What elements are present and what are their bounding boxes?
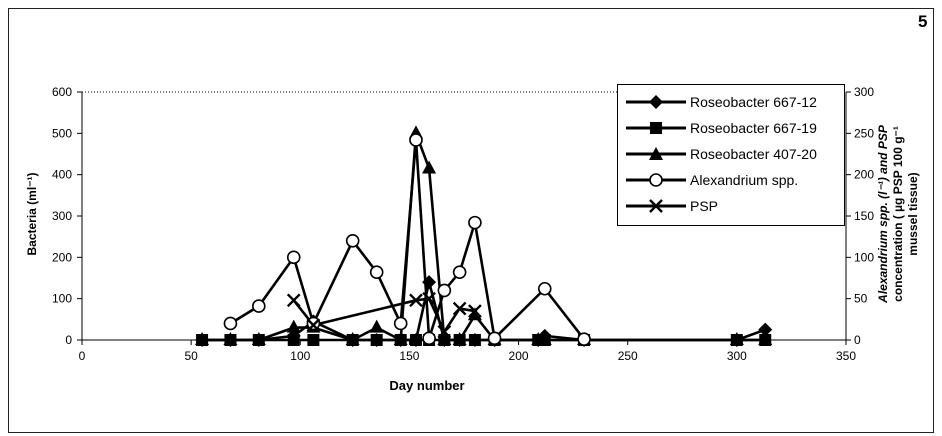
y-right-tick-label: 250: [854, 126, 874, 140]
x-tick-label: 300: [727, 349, 747, 363]
data-point-roseobacter-407-20: [195, 332, 210, 345]
legend-label: PSP: [690, 198, 719, 214]
x-tick-label: 250: [618, 349, 638, 363]
y-left-tick-label: 200: [52, 250, 72, 264]
data-point-alexandrium-spp: [422, 331, 436, 346]
data-point-roseobacter-407-20: [729, 332, 744, 345]
y-left-tick-label: 500: [52, 126, 72, 140]
data-point-roseobacter-667-19: [409, 334, 422, 346]
data-point-roseobacter-407-20: [758, 332, 773, 345]
x-tick-label: 50: [184, 349, 198, 363]
y-right-tick-label: 50: [854, 292, 868, 306]
data-point-roseobacter-407-20: [467, 307, 482, 321]
data-point-alexandrium-spp: [223, 316, 238, 331]
data-point-roseobacter-407-20: [223, 332, 238, 345]
y-right-tick-label: 100: [854, 250, 874, 264]
data-point-alexandrium-spp: [345, 234, 360, 248]
data-point-psp: [437, 324, 452, 339]
triangle-marker-icon: [626, 147, 686, 160]
legend: Roseobacter 667-12 Roseobacter 667-19 Ro…: [617, 84, 845, 226]
data-point-psp: [306, 318, 321, 332]
data-point-roseobacter-407-20: [369, 319, 384, 333]
legend-label: Alexandrium spp.: [690, 172, 799, 188]
data-point-psp: [452, 301, 467, 316]
y-axis-right-label: Alexandrium spp. (l⁻¹) and PSP concentra…: [876, 124, 920, 304]
data-point-roseobacter-667-19: [468, 334, 481, 346]
data-point-psp: [422, 291, 436, 306]
data-point-roseobacter-667-19: [287, 334, 300, 346]
y-axis-right-label-line-2: concentration ( µg PSP 100 g⁻¹: [891, 126, 905, 302]
legend-item-psp: PSP: [618, 195, 846, 217]
data-point-alexandrium-spp: [286, 250, 301, 265]
x-tick-label: 200: [509, 349, 529, 363]
legend-item-roseobacter-667-19: Roseobacter 667-19: [618, 117, 846, 139]
figure-number: 5: [918, 12, 928, 31]
series-line-alexandrium-spp: [229, 138, 586, 340]
data-point-alexandrium-spp: [409, 133, 423, 147]
data-point-roseobacter-667-12: [758, 322, 773, 337]
circle-marker-icon: [626, 173, 686, 187]
data-point-alexandrium-spp: [577, 332, 591, 346]
data-point-roseobacter-407-20: [286, 319, 301, 333]
x-axis-label: Day number: [389, 378, 464, 393]
x-marker-icon: [626, 199, 686, 213]
square-marker-icon: [626, 122, 686, 134]
y-left-tick-label: 0: [65, 333, 72, 347]
y-left-tick-label: 300: [52, 209, 72, 223]
data-point-alexandrium-spp: [252, 299, 266, 313]
legend-item-roseobacter-667-12: Roseobacter 667-12: [618, 91, 846, 113]
x-tick-label: 100: [290, 349, 310, 363]
figure-frame: [8, 8, 934, 433]
data-point-roseobacter-667-19: [307, 334, 320, 346]
y-left-tick-label: 100: [52, 292, 72, 306]
data-point-roseobacter-407-20: [452, 332, 467, 345]
y-right-tick-label: 150: [854, 209, 874, 223]
legend-item-alexandrium: Alexandrium spp.: [618, 169, 846, 191]
y-right-tick-label: 200: [854, 168, 874, 182]
diamond-marker-icon: [626, 95, 686, 109]
data-point-roseobacter-667-19: [370, 334, 383, 346]
legend-label: Roseobacter 667-12: [690, 94, 817, 110]
data-point-alexandrium-spp: [487, 331, 502, 346]
y-axis-right-label-line-1: Alexandrium spp. (l⁻¹) and PSP: [876, 124, 890, 304]
data-point-alexandrium-spp: [452, 265, 467, 280]
data-point-roseobacter-407-20: [437, 332, 452, 345]
x-tick-label: 350: [836, 349, 856, 363]
data-point-alexandrium-spp: [393, 316, 408, 331]
y-right-tick-label: 0: [854, 333, 861, 347]
legend-item-roseobacter-407-20: Roseobacter 407-20: [618, 143, 846, 165]
data-point-alexandrium-spp: [537, 281, 552, 296]
x-tick-label: 0: [79, 349, 86, 363]
data-point-roseobacter-407-20: [422, 160, 437, 174]
data-point-roseobacter-407-20: [251, 332, 266, 345]
data-point-alexandrium-spp: [437, 283, 452, 298]
data-point-roseobacter-407-20: [393, 332, 408, 345]
y-left-tick-label: 600: [52, 85, 72, 99]
y-left-tick-label: 400: [52, 168, 72, 182]
data-point-roseobacter-407-20: [537, 332, 552, 345]
data-point-roseobacter-667-12: [422, 275, 437, 290]
data-point-psp: [286, 293, 301, 308]
y-axis-left-label: Bacteria (ml⁻¹): [25, 172, 39, 255]
data-point-psp: [409, 293, 423, 308]
data-point-roseobacter-407-20: [345, 332, 360, 345]
data-point-psp: [468, 304, 482, 318]
y-right-tick-label: 300: [854, 85, 874, 99]
y-axis-right-label-line-3: mussel tissue): [906, 172, 920, 255]
x-tick-label: 150: [399, 349, 419, 363]
legend-label: Roseobacter 667-19: [690, 120, 817, 136]
data-point-alexandrium-spp: [468, 215, 482, 230]
legend-label: Roseobacter 407-20: [690, 146, 817, 162]
data-point-alexandrium-spp: [369, 265, 384, 280]
